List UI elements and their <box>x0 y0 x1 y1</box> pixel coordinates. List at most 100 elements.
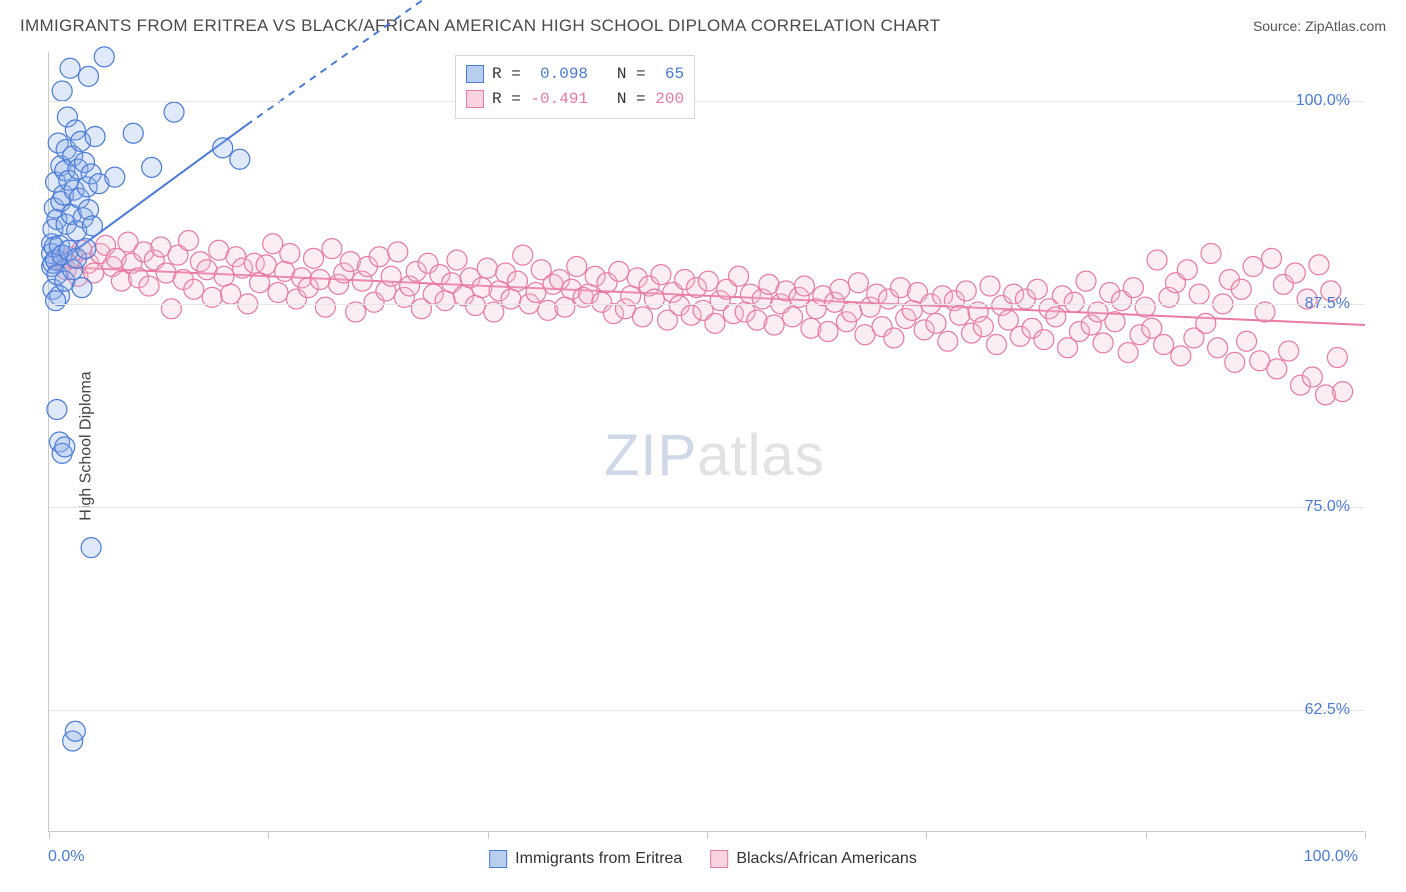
chart-title: IMMIGRANTS FROM ERITREA VS BLACK/AFRICAN… <box>20 16 940 36</box>
data-point-black <box>304 248 324 268</box>
data-point-black <box>705 313 725 333</box>
data-point-black <box>555 297 575 317</box>
source-label: Source: <box>1253 18 1305 34</box>
data-point-black <box>830 279 850 299</box>
data-point-black <box>644 289 664 309</box>
data-point-eritrea <box>55 437 75 457</box>
data-point-black <box>1064 292 1084 312</box>
data-point-black <box>567 257 587 277</box>
data-point-black <box>950 305 970 325</box>
x-tick <box>268 831 269 839</box>
data-point-black <box>1302 367 1322 387</box>
y-tick-label: 62.5% <box>1305 701 1350 719</box>
data-point-black <box>1267 359 1287 379</box>
data-point-black <box>698 271 718 291</box>
data-point-black <box>280 244 300 264</box>
data-point-black <box>884 328 904 348</box>
x-tick <box>707 831 708 839</box>
data-point-eritrea <box>72 278 92 298</box>
data-point-black <box>956 281 976 301</box>
x-tick <box>1365 831 1366 839</box>
swatch-icon <box>489 850 507 868</box>
data-point-eritrea <box>164 102 184 122</box>
data-point-black <box>161 299 181 319</box>
stats-text: R = 0.098 N = 65 <box>492 62 684 87</box>
legend-bottom: Immigrants from EritreaBlacks/African Am… <box>489 850 917 868</box>
data-point-black <box>987 335 1007 355</box>
data-point-eritrea <box>82 216 102 236</box>
data-point-black <box>764 315 784 335</box>
data-point-black <box>1135 297 1155 317</box>
x-tick <box>488 831 489 839</box>
data-point-black <box>938 331 958 351</box>
data-point-black <box>447 250 467 270</box>
x-tick <box>1146 831 1147 839</box>
data-point-black <box>980 276 1000 296</box>
data-point-black <box>1285 263 1305 283</box>
data-point-eritrea <box>230 149 250 169</box>
x-tick-min-label: 0.0% <box>48 848 84 866</box>
stats-text: R = -0.491 N = 200 <box>492 87 684 112</box>
data-point-black <box>1027 279 1047 299</box>
chart-svg <box>49 52 1364 831</box>
data-point-black <box>1231 279 1251 299</box>
data-point-black <box>484 302 504 322</box>
x-tick <box>49 831 50 839</box>
data-point-black <box>1171 346 1191 366</box>
data-point-black <box>1316 385 1336 405</box>
data-point-black <box>477 258 497 278</box>
data-point-eritrea <box>142 157 162 177</box>
data-point-black <box>315 297 335 317</box>
data-point-eritrea <box>65 721 85 741</box>
data-point-black <box>465 296 485 316</box>
data-point-black <box>310 270 330 290</box>
data-point-black <box>818 322 838 342</box>
data-point-black <box>1034 330 1054 350</box>
data-point-black <box>1189 284 1209 304</box>
stats-row-eritrea: R = 0.098 N = 65 <box>466 62 684 87</box>
data-point-black <box>621 286 641 306</box>
data-point-black <box>178 231 198 251</box>
gridline-horizontal <box>49 507 1364 508</box>
data-point-black <box>1177 260 1197 280</box>
source-value: ZipAtlas.com <box>1305 18 1386 34</box>
data-point-black <box>1076 271 1096 291</box>
data-point-eritrea <box>60 58 80 78</box>
data-point-black <box>633 307 653 327</box>
data-point-black <box>1333 382 1353 402</box>
swatch-icon <box>710 850 728 868</box>
legend-label: Immigrants from Eritrea <box>515 850 682 868</box>
data-point-black <box>435 291 455 311</box>
data-point-black <box>801 318 821 338</box>
data-point-black <box>214 266 234 286</box>
data-point-black <box>842 302 862 322</box>
data-point-black <box>256 255 276 275</box>
data-point-black <box>1327 348 1347 368</box>
data-point-black <box>783 307 803 327</box>
source-credit: Source: ZipAtlas.com <box>1253 18 1386 34</box>
gridline-horizontal <box>49 710 1364 711</box>
data-point-black <box>609 261 629 281</box>
x-tick-max-label: 100.0% <box>1304 848 1358 866</box>
y-tick-label: 75.0% <box>1305 498 1350 516</box>
stats-row-black: R = -0.491 N = 200 <box>466 87 684 112</box>
data-point-black <box>381 266 401 286</box>
data-point-black <box>926 313 946 333</box>
data-point-eritrea <box>85 127 105 147</box>
data-point-black <box>1147 250 1167 270</box>
data-point-black <box>388 242 408 262</box>
gridline-horizontal <box>49 304 1364 305</box>
data-point-black <box>651 265 671 285</box>
data-point-black <box>1201 244 1221 264</box>
y-tick-label: 87.5% <box>1305 295 1350 313</box>
data-point-black <box>111 271 131 291</box>
data-point-black <box>794 276 814 296</box>
data-point-eritrea <box>78 66 98 86</box>
data-point-eritrea <box>52 81 72 101</box>
data-point-black <box>369 247 389 267</box>
data-point-black <box>973 317 993 337</box>
swatch-icon <box>466 65 484 83</box>
data-point-black <box>1196 313 1216 333</box>
data-point-black <box>1208 338 1228 358</box>
data-point-black <box>250 273 270 293</box>
